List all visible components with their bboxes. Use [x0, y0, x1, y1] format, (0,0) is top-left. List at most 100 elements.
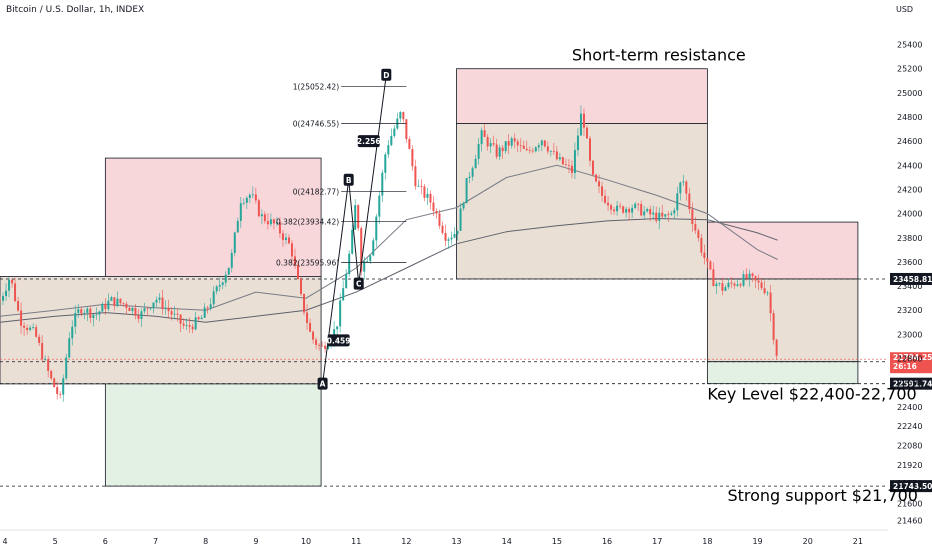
x-tick-label: 6 — [103, 537, 108, 546]
y-tick-label: 24000 — [897, 210, 922, 219]
level-price-label: 21743.50 — [893, 482, 932, 491]
candle-body — [128, 307, 131, 312]
candle-body — [312, 331, 315, 340]
candle-body — [417, 185, 420, 187]
candle-body — [266, 221, 269, 225]
x-tick-label: 17 — [652, 537, 662, 546]
candle-body — [143, 308, 146, 312]
candle-body — [757, 280, 760, 283]
candle-body — [763, 288, 766, 294]
x-tick-label: 20 — [803, 537, 813, 546]
candle-body — [643, 211, 646, 216]
fib-level-label: 0(24182.77) — [293, 188, 339, 197]
candle-body — [369, 255, 372, 262]
candle-body — [510, 138, 513, 146]
candle-body — [68, 338, 71, 358]
x-tick-label: 19 — [752, 537, 762, 546]
candle-body — [14, 283, 17, 302]
candle-body — [468, 176, 471, 179]
candle-body — [339, 300, 342, 327]
candle-body — [625, 208, 628, 213]
candle-body — [739, 284, 742, 286]
candle-body — [507, 141, 510, 146]
x-tick-label: 4 — [2, 537, 7, 546]
candle-body — [257, 200, 260, 217]
candle-body — [501, 147, 504, 152]
y-tick-label: 23000 — [897, 330, 922, 339]
candle-body — [38, 336, 41, 344]
ratio-label: 0.459 — [327, 336, 351, 345]
level-lines: 23458.8122773.5522591.7421743.5022794.25… — [0, 272, 932, 493]
candle-body — [203, 307, 206, 318]
candle-body — [336, 326, 339, 330]
pattern-point-marker — [381, 68, 392, 81]
candle-body — [519, 145, 522, 147]
candle-body — [628, 208, 631, 213]
candle-body — [658, 212, 661, 221]
candle-body — [667, 214, 670, 216]
candle-body — [11, 279, 14, 284]
x-tick-label: 16 — [602, 537, 612, 546]
y-tick-label: 25000 — [897, 89, 922, 98]
candle-body — [149, 308, 152, 310]
candle-body — [411, 149, 414, 167]
candle-body — [354, 205, 357, 230]
candle-body — [278, 222, 281, 234]
candle-body — [74, 312, 77, 327]
candle-body — [23, 325, 26, 328]
candle-body — [272, 219, 275, 224]
candle-body — [384, 154, 387, 173]
candle-body — [528, 150, 531, 151]
candle-body — [321, 345, 324, 347]
candle-body — [492, 143, 495, 145]
pattern-point-label: D — [383, 71, 389, 80]
candle-body — [233, 232, 236, 254]
candle-body — [393, 128, 396, 136]
y-tick-label: 23800 — [897, 234, 922, 243]
candle-body — [703, 252, 706, 259]
fib-level-label: 1(25052.42) — [293, 83, 339, 92]
candle-body — [173, 313, 176, 315]
candle-body — [65, 357, 68, 379]
candle-body — [712, 269, 715, 287]
candle-body — [209, 304, 212, 309]
candle-body — [110, 297, 113, 301]
candle-body — [432, 202, 435, 212]
candle-body — [287, 237, 290, 244]
candle-body — [176, 313, 179, 315]
currency-label: USD — [896, 5, 914, 14]
candle-body — [516, 141, 519, 146]
y-tick-label: 24400 — [897, 161, 922, 170]
candle-body — [152, 302, 155, 309]
candle-body — [309, 323, 312, 332]
level-price-tag — [890, 377, 932, 390]
candle-body — [736, 284, 739, 286]
ratio-tag — [327, 334, 350, 347]
x-tick-label: 7 — [153, 537, 158, 546]
candle-body — [402, 112, 405, 120]
candle-body — [694, 224, 697, 231]
candle-body — [697, 230, 700, 238]
candle-body — [122, 303, 125, 304]
candle-body — [306, 312, 309, 324]
annotation-text: Key Level $22,400-22,700 — [707, 385, 916, 404]
candle-body — [98, 311, 101, 315]
candle-body — [661, 212, 664, 217]
candle-body — [549, 150, 552, 152]
candle-body — [775, 339, 778, 356]
candle-body — [646, 209, 649, 212]
candle-body — [131, 307, 134, 312]
candle-body — [531, 150, 534, 152]
candle-body — [715, 283, 718, 287]
candle-body — [688, 193, 691, 210]
candle-body — [293, 256, 296, 265]
annotations: Short-term resistance Key Level $22,400-2… — [572, 45, 918, 505]
candle-body — [561, 157, 564, 165]
candle-body — [197, 317, 200, 320]
candle-body — [604, 195, 607, 203]
candle-body — [113, 297, 116, 307]
candle-body — [414, 166, 417, 187]
candle-body — [146, 308, 149, 309]
candle-body — [89, 308, 92, 318]
